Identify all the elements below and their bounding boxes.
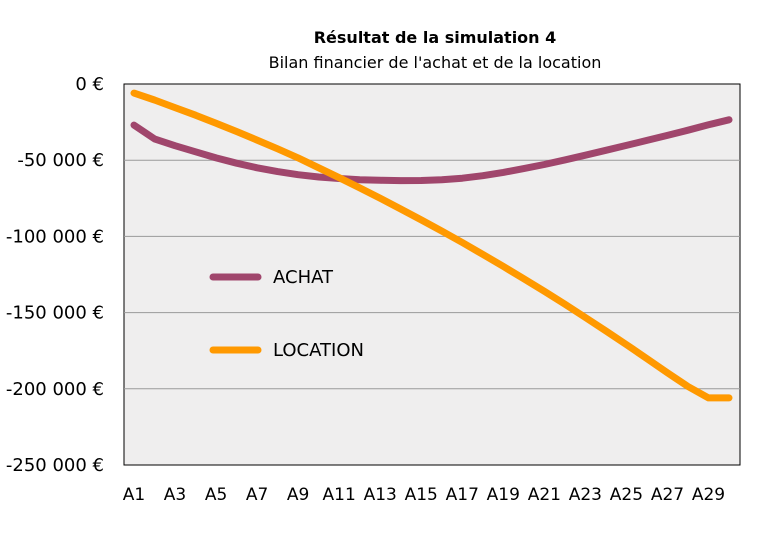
y-tick-label: -250 000 € [6, 455, 104, 476]
x-tick-label: A3 [164, 485, 186, 505]
chart-title: Résultat de la simulation 4 [313, 28, 557, 47]
x-tick-label: A23 [569, 485, 602, 505]
y-tick-label: -50 000 € [17, 150, 104, 171]
legend-label-achat: ACHAT [273, 267, 334, 288]
x-tick-label: A5 [205, 485, 227, 505]
y-tick-label: 0 € [75, 74, 104, 95]
y-tick-label: -200 000 € [6, 379, 104, 400]
x-tick-label: A7 [246, 485, 268, 505]
x-tick-label: A25 [610, 485, 643, 505]
x-tick-label: A17 [446, 485, 479, 505]
series-line-location [130, 89, 733, 402]
series-line-achat [130, 116, 733, 185]
x-tick-label: A9 [287, 485, 309, 505]
x-tick-label: A13 [364, 485, 397, 505]
x-tick-label: A11 [323, 485, 356, 505]
x-tick-label: A1 [123, 485, 145, 505]
y-tick-label: -100 000 € [6, 226, 104, 247]
y-tick-label: -150 000 € [6, 303, 104, 324]
x-tick-label: A21 [528, 485, 561, 505]
x-tick-label: A19 [487, 485, 520, 505]
x-tick-label: A15 [405, 485, 438, 505]
x-tick-label: A29 [692, 485, 725, 505]
chart-subtitle: Bilan financier de l'achat et de la loca… [268, 53, 602, 72]
x-tick-label: A27 [651, 485, 684, 505]
legend-label-location: LOCATION [273, 340, 364, 361]
